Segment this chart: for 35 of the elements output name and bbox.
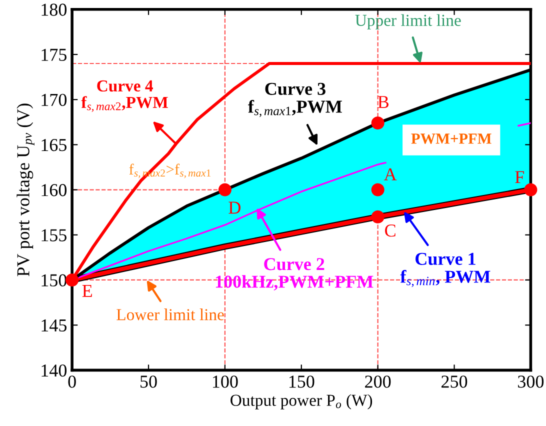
y-tick-label: 170 <box>42 94 67 106</box>
y-tick-label: 160 <box>42 184 67 196</box>
y-tick-label: 155 <box>42 229 67 242</box>
x-tick-label: 50 <box>140 376 157 388</box>
annotation: PWM+PFM <box>411 134 492 144</box>
annotation: Curve 4 f$_{s,max2}$,PWM <box>81 80 168 112</box>
y-tick-label: 175 <box>42 48 67 61</box>
annotation: E <box>82 285 92 297</box>
point <box>371 116 384 130</box>
x-tick-label: 250 <box>442 376 468 388</box>
annotation: Curve 3 f$_{s,max1}$,PWM <box>248 82 342 118</box>
point <box>66 273 79 286</box>
annotation: D <box>228 202 240 214</box>
y-tick-label: 165 <box>42 138 67 152</box>
x-tick-label: 300 <box>518 376 544 388</box>
x-tick-label: 200 <box>365 376 391 388</box>
annotation: Upper limit line <box>355 14 461 30</box>
y-tick-label: 180 <box>42 4 67 16</box>
x-tick-label: 0 <box>68 376 76 388</box>
point <box>371 183 384 196</box>
y-tick-label: 140 <box>42 364 67 377</box>
point <box>218 183 232 196</box>
y-axis-title: PV port voltage U$_{pv}$ (V) <box>16 104 34 276</box>
annotation: C <box>385 224 396 237</box>
x-tick-label: 100 <box>213 376 238 388</box>
point <box>371 210 384 224</box>
x-axis-title: Output power P$_{o}$ (W) <box>230 394 372 410</box>
x-tick-label: 150 <box>289 376 314 388</box>
annotation: B <box>378 96 389 108</box>
annotation: Lower limit line <box>116 308 224 320</box>
point <box>524 183 538 196</box>
annotation: A <box>384 168 397 180</box>
y-tick-label: 150 <box>42 274 67 286</box>
annotation: F <box>515 171 524 184</box>
y-tick-label: 145 <box>42 319 67 332</box>
